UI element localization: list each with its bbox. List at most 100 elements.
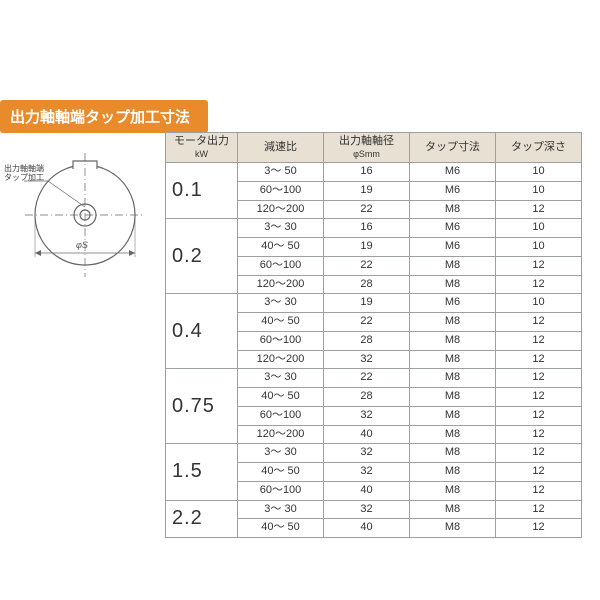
cell-ratio: 60～100 xyxy=(238,481,324,500)
diagram-dim-label: φS xyxy=(76,240,88,250)
cell-tap: M8 xyxy=(410,313,496,332)
cell-depth: 12 xyxy=(496,406,582,425)
cell-tap: M8 xyxy=(410,200,496,219)
col-header-4: タップ深さ xyxy=(496,133,582,163)
cell-tap: M8 xyxy=(410,406,496,425)
col-header-2: 出力軸軸径φSmm xyxy=(324,133,410,163)
cell-tap: M8 xyxy=(410,481,496,500)
cell-dia: 32 xyxy=(324,444,410,463)
cell-dia: 40 xyxy=(324,481,410,500)
kw-cell: 1.5 xyxy=(166,444,238,500)
cell-tap: M8 xyxy=(410,256,496,275)
cell-dia: 32 xyxy=(324,463,410,482)
cell-tap: M8 xyxy=(410,519,496,538)
cell-dia: 32 xyxy=(324,350,410,369)
cell-dia: 22 xyxy=(324,313,410,332)
cell-ratio: 3～ 30 xyxy=(238,219,324,238)
col-header-label: 減速比 xyxy=(264,141,297,153)
cell-dia: 40 xyxy=(324,425,410,444)
cell-dia: 28 xyxy=(324,388,410,407)
cell-depth: 12 xyxy=(496,481,582,500)
cell-depth: 12 xyxy=(496,425,582,444)
spec-table: モータ出力 kW 減速比 出力軸軸径φSmm タップ寸法 タップ深さ 0.13～ 5016… xyxy=(165,132,582,538)
cell-ratio: 120～200 xyxy=(238,425,324,444)
cell-ratio: 40～ 50 xyxy=(238,463,324,482)
cell-dia: 19 xyxy=(324,238,410,257)
table-row: 0.753～ 3022M812 xyxy=(166,369,582,388)
col-header-3: タップ寸法 xyxy=(410,133,496,163)
col-header-label: タップ深さ xyxy=(511,141,566,153)
cell-tap: M6 xyxy=(410,181,496,200)
cell-depth: 10 xyxy=(496,238,582,257)
cell-ratio: 3～ 30 xyxy=(238,444,324,463)
cell-depth: 12 xyxy=(496,350,582,369)
table-row: 0.13～ 5016M610 xyxy=(166,163,582,182)
cell-depth: 12 xyxy=(496,275,582,294)
table-row: 0.23～ 3016M610 xyxy=(166,219,582,238)
cell-tap: M8 xyxy=(410,350,496,369)
cell-ratio: 60～100 xyxy=(238,181,324,200)
cell-depth: 12 xyxy=(496,369,582,388)
table-row: 0.43～ 3019M610 xyxy=(166,294,582,313)
cell-dia: 28 xyxy=(324,331,410,350)
kw-cell: 0.4 xyxy=(166,294,238,369)
kw-cell: 0.1 xyxy=(166,163,238,219)
cell-dia: 28 xyxy=(324,275,410,294)
col-header-sub: φSmm xyxy=(326,149,407,160)
cell-ratio: 120～200 xyxy=(238,275,324,294)
col-header-sub: kW xyxy=(168,149,235,160)
kw-cell: 2.2 xyxy=(166,500,238,538)
cell-depth: 12 xyxy=(496,256,582,275)
cell-tap: M8 xyxy=(410,444,496,463)
kw-cell: 0.2 xyxy=(166,219,238,294)
col-header-label: タップ寸法 xyxy=(425,141,480,153)
cell-dia: 40 xyxy=(324,519,410,538)
cell-ratio: 3～ 50 xyxy=(238,163,324,182)
cell-dia: 19 xyxy=(324,294,410,313)
cell-dia: 32 xyxy=(324,406,410,425)
cell-depth: 10 xyxy=(496,163,582,182)
cell-tap: M6 xyxy=(410,294,496,313)
cell-ratio: 3～ 30 xyxy=(238,369,324,388)
cell-ratio: 40～ 50 xyxy=(238,313,324,332)
cell-depth: 10 xyxy=(496,181,582,200)
cell-depth: 12 xyxy=(496,313,582,332)
cell-tap: M8 xyxy=(410,500,496,519)
cell-ratio: 120～200 xyxy=(238,200,324,219)
cell-depth: 12 xyxy=(496,519,582,538)
cell-dia: 22 xyxy=(324,369,410,388)
col-header-1: 減速比 xyxy=(238,133,324,163)
cell-depth: 10 xyxy=(496,219,582,238)
cell-ratio: 40～ 50 xyxy=(238,388,324,407)
cell-ratio: 3～ 30 xyxy=(238,500,324,519)
cell-ratio: 60～100 xyxy=(238,256,324,275)
cell-tap: M6 xyxy=(410,163,496,182)
cell-dia: 32 xyxy=(324,500,410,519)
cell-dia: 22 xyxy=(324,256,410,275)
cell-tap: M8 xyxy=(410,369,496,388)
cell-tap: M8 xyxy=(410,275,496,294)
section-title-banner: 出力軸軸端タップ加工寸法 xyxy=(0,100,208,133)
shaft-end-diagram: 出力軸軸端 タップ加工 φS xyxy=(20,145,150,285)
table-row: 2.23～ 3032M812 xyxy=(166,500,582,519)
cell-tap: M8 xyxy=(410,425,496,444)
cell-dia: 16 xyxy=(324,163,410,182)
cell-depth: 10 xyxy=(496,294,582,313)
diagram-annotation: 出力軸軸端 タップ加工 xyxy=(4,165,44,183)
table-row: 1.53～ 3032M812 xyxy=(166,444,582,463)
cell-tap: M8 xyxy=(410,463,496,482)
cell-ratio: 3～ 30 xyxy=(238,294,324,313)
cell-depth: 12 xyxy=(496,463,582,482)
cell-depth: 12 xyxy=(496,388,582,407)
cell-tap: M8 xyxy=(410,331,496,350)
cell-depth: 12 xyxy=(496,200,582,219)
col-header-label: モータ出力 xyxy=(174,135,229,147)
cell-ratio: 40～ 50 xyxy=(238,238,324,257)
cell-dia: 19 xyxy=(324,181,410,200)
cell-ratio: 40～ 50 xyxy=(238,519,324,538)
col-header-0: モータ出力 kW xyxy=(166,133,238,163)
cell-depth: 12 xyxy=(496,444,582,463)
cell-tap: M8 xyxy=(410,388,496,407)
cell-tap: M6 xyxy=(410,238,496,257)
cell-depth: 12 xyxy=(496,331,582,350)
